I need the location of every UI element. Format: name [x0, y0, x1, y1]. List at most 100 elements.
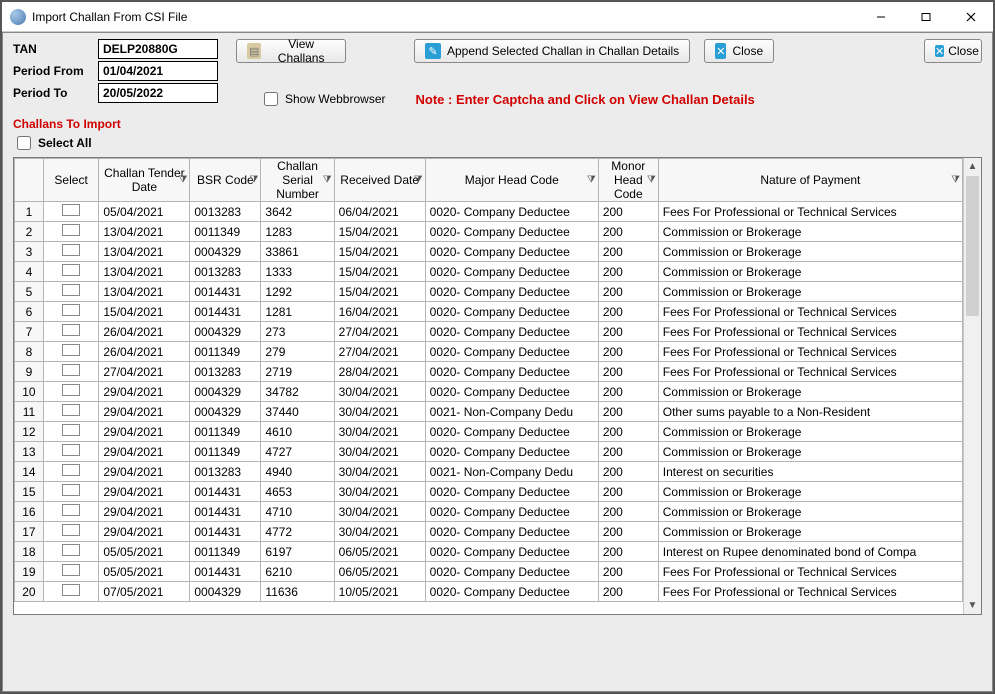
row-select-cell[interactable]	[43, 502, 99, 522]
table-row[interactable]: 1429/04/20210013283494030/04/20210021- N…	[15, 462, 963, 482]
row-checkbox[interactable]	[62, 464, 80, 476]
row-select-cell[interactable]	[43, 442, 99, 462]
col-nature[interactable]: Nature of Payment⧩	[658, 159, 962, 202]
row-checkbox[interactable]	[62, 504, 80, 516]
col-major[interactable]: Major Head Code⧩	[425, 159, 598, 202]
table-row[interactable]: 2007/05/202100043291163610/05/20210020- …	[15, 582, 963, 602]
table-row[interactable]: 313/04/202100043293386115/04/20210020- C…	[15, 242, 963, 262]
row-select-cell[interactable]	[43, 522, 99, 542]
col-minor[interactable]: Monor Head Code⧩	[598, 159, 658, 202]
scroll-thumb[interactable]	[966, 176, 979, 316]
table-row[interactable]: 615/04/20210014431128116/04/20210020- Co…	[15, 302, 963, 322]
table-row[interactable]: 1029/04/202100043293478230/04/20210020- …	[15, 382, 963, 402]
row-checkbox[interactable]	[62, 424, 80, 436]
row-checkbox[interactable]	[62, 324, 80, 336]
row-checkbox[interactable]	[62, 524, 80, 536]
maximize-button[interactable]	[903, 2, 948, 32]
table-row[interactable]: 1529/04/20210014431465330/04/20210020- C…	[15, 482, 963, 502]
row-select-cell[interactable]	[43, 582, 99, 602]
scroll-up-icon[interactable]: ▲	[964, 158, 981, 175]
col-csn[interactable]: Challan Serial Number⧩	[261, 159, 334, 202]
row-checkbox[interactable]	[62, 204, 80, 216]
select-all-checkbox[interactable]	[17, 136, 31, 150]
filter-icon[interactable]: ⧩	[178, 175, 187, 186]
row-select-cell[interactable]	[43, 202, 99, 222]
table-row[interactable]: 513/04/20210014431129215/04/20210020- Co…	[15, 282, 963, 302]
table-row[interactable]: 1229/04/20210011349461030/04/20210020- C…	[15, 422, 963, 442]
col-received[interactable]: Received Date⧩	[334, 159, 425, 202]
table-row[interactable]: 213/04/20210011349128315/04/20210020- Co…	[15, 222, 963, 242]
row-checkbox[interactable]	[62, 264, 80, 276]
row-select-cell[interactable]	[43, 222, 99, 242]
row-checkbox[interactable]	[62, 544, 80, 556]
scroll-down-icon[interactable]: ▼	[964, 597, 981, 614]
filter-icon[interactable]: ⧩	[323, 175, 332, 186]
minimize-button[interactable]	[858, 2, 903, 32]
row-checkbox[interactable]	[62, 584, 80, 596]
row-checkbox[interactable]	[62, 404, 80, 416]
table-row[interactable]: 1329/04/20210011349472730/04/20210020- C…	[15, 442, 963, 462]
cell-major: 0020- Company Deductee	[425, 282, 598, 302]
row-checkbox[interactable]	[62, 344, 80, 356]
table-row[interactable]: 726/04/2021000432927327/04/20210020- Com…	[15, 322, 963, 342]
row-select-cell[interactable]	[43, 242, 99, 262]
tan-label: TAN	[13, 42, 98, 56]
row-select-cell[interactable]	[43, 362, 99, 382]
row-select-cell[interactable]	[43, 542, 99, 562]
row-select-cell[interactable]	[43, 262, 99, 282]
filter-icon[interactable]: ⧩	[951, 175, 960, 186]
row-checkbox[interactable]	[62, 564, 80, 576]
row-checkbox[interactable]	[62, 304, 80, 316]
row-checkbox[interactable]	[62, 444, 80, 456]
col-rownum[interactable]	[15, 159, 44, 202]
filter-icon[interactable]: ⧩	[414, 175, 423, 186]
close-button-2[interactable]: ✕ Close	[924, 39, 982, 63]
row-select-cell[interactable]	[43, 342, 99, 362]
filter-icon[interactable]: ⧩	[587, 175, 596, 186]
table-row[interactable]: 413/04/20210013283133315/04/20210020- Co…	[15, 262, 963, 282]
row-checkbox[interactable]	[62, 244, 80, 256]
row-select-cell[interactable]	[43, 422, 99, 442]
row-select-cell[interactable]	[43, 322, 99, 342]
table-row[interactable]: 105/04/20210013283364206/04/20210020- Co…	[15, 202, 963, 222]
cell-csn: 4710	[261, 502, 334, 522]
row-checkbox[interactable]	[62, 364, 80, 376]
table-row[interactable]: 1729/04/20210014431477230/04/20210020- C…	[15, 522, 963, 542]
view-challans-button[interactable]: ▤ View Challans	[236, 39, 346, 63]
row-select-cell[interactable]	[43, 462, 99, 482]
row-checkbox[interactable]	[62, 384, 80, 396]
table-row[interactable]: 1129/04/202100043293744030/04/20210021- …	[15, 402, 963, 422]
col-bsr[interactable]: BSR Code⧩	[190, 159, 261, 202]
close-button-1[interactable]: ✕ Close	[704, 39, 774, 63]
table-row[interactable]: 1905/05/20210014431621006/05/20210020- C…	[15, 562, 963, 582]
row-select-cell[interactable]	[43, 482, 99, 502]
cell-csn: 33861	[261, 242, 334, 262]
select-all-label: Select All	[38, 136, 92, 150]
period-from-input[interactable]	[98, 61, 218, 81]
row-select-cell[interactable]	[43, 282, 99, 302]
table-row[interactable]: 927/04/20210013283271928/04/20210020- Co…	[15, 362, 963, 382]
col-tender[interactable]: Challan Tender Date⧩	[99, 159, 190, 202]
filter-icon[interactable]: ⧩	[647, 175, 656, 186]
table-row[interactable]: 826/04/2021001134927927/04/20210020- Com…	[15, 342, 963, 362]
tan-input[interactable]	[98, 39, 218, 59]
show-webbrowser-checkbox[interactable]	[264, 92, 278, 106]
cell-major: 0020- Company Deductee	[425, 562, 598, 582]
table-row[interactable]: 1629/04/20210014431471030/04/20210020- C…	[15, 502, 963, 522]
cell-nature: Commission or Brokerage	[658, 442, 962, 462]
filter-icon[interactable]: ⧩	[249, 175, 258, 186]
row-select-cell[interactable]	[43, 302, 99, 322]
row-select-cell[interactable]	[43, 562, 99, 582]
row-select-cell[interactable]	[43, 402, 99, 422]
table-row[interactable]: 1805/05/20210011349619706/05/20210020- C…	[15, 542, 963, 562]
cell-bsr: 0011349	[190, 542, 261, 562]
row-select-cell[interactable]	[43, 382, 99, 402]
append-challan-button[interactable]: ✎ Append Selected Challan in Challan Det…	[414, 39, 690, 63]
window-close-button[interactable]	[948, 2, 993, 32]
col-select[interactable]: Select	[43, 159, 99, 202]
vertical-scrollbar[interactable]: ▲ ▼	[963, 158, 981, 614]
row-checkbox[interactable]	[62, 224, 80, 236]
period-to-input[interactable]	[98, 83, 218, 103]
row-checkbox[interactable]	[62, 484, 80, 496]
row-checkbox[interactable]	[62, 284, 80, 296]
